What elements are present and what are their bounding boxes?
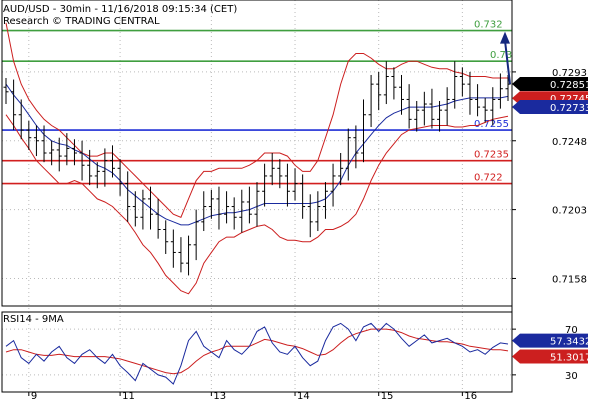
rsi-tick-label: 30	[565, 371, 578, 382]
rsi-ma-line	[5, 328, 509, 375]
rsi-value-tag-box	[512, 333, 588, 348]
rsi-tick-label: 70	[565, 325, 578, 336]
rsi-ma-tag-label: 51.3017	[550, 353, 590, 364]
price-tick-label: 0.7158	[552, 274, 587, 285]
arrow-layer	[500, 31, 511, 85]
rsi-value-tag-label: 57.3432	[550, 337, 590, 348]
rsi-line	[5, 322, 509, 385]
x-tick-label: 16	[464, 391, 477, 400]
last-price-tag-box	[512, 76, 588, 91]
forecast-arrow-head	[500, 31, 510, 44]
level-label: 0.7255	[474, 119, 509, 130]
x-tick-label: 13	[213, 391, 226, 400]
x-tick-label: 9	[31, 391, 37, 400]
level-label: 0.7235	[474, 150, 509, 161]
price-tick-label: 0.7203	[552, 206, 587, 217]
last-price-tag-label: 0.72851	[550, 80, 590, 91]
rsi-layer	[5, 322, 509, 385]
rsi-ma-tag-box	[512, 349, 588, 364]
x-tick-label: 14	[297, 391, 310, 400]
level-label: 0.73	[490, 50, 512, 61]
upper-band-tag-label: 0.72745	[550, 94, 590, 105]
x-tick-label: 15	[381, 391, 394, 400]
lower-band-tag-box	[512, 100, 588, 115]
chart-subtitle: Research © TRADING CENTRAL	[3, 16, 160, 27]
lower-band-tag-label: 0.72733	[550, 103, 590, 114]
chart-title: AUD/USD - 30min - 11/16/2018 09:15:34 (C…	[3, 4, 237, 15]
candles-layer	[3, 61, 511, 276]
rsi-title: RSI14 - 9MA	[3, 314, 64, 325]
price-tick-label: 0.7248	[552, 137, 587, 148]
level-label: 0.722	[474, 173, 503, 184]
forecast-arrow-shaft	[504, 40, 511, 85]
level-label: 0.732	[474, 20, 503, 31]
x-tick-label: 11	[122, 391, 135, 400]
price-tick-label: 0.7293	[552, 68, 587, 79]
